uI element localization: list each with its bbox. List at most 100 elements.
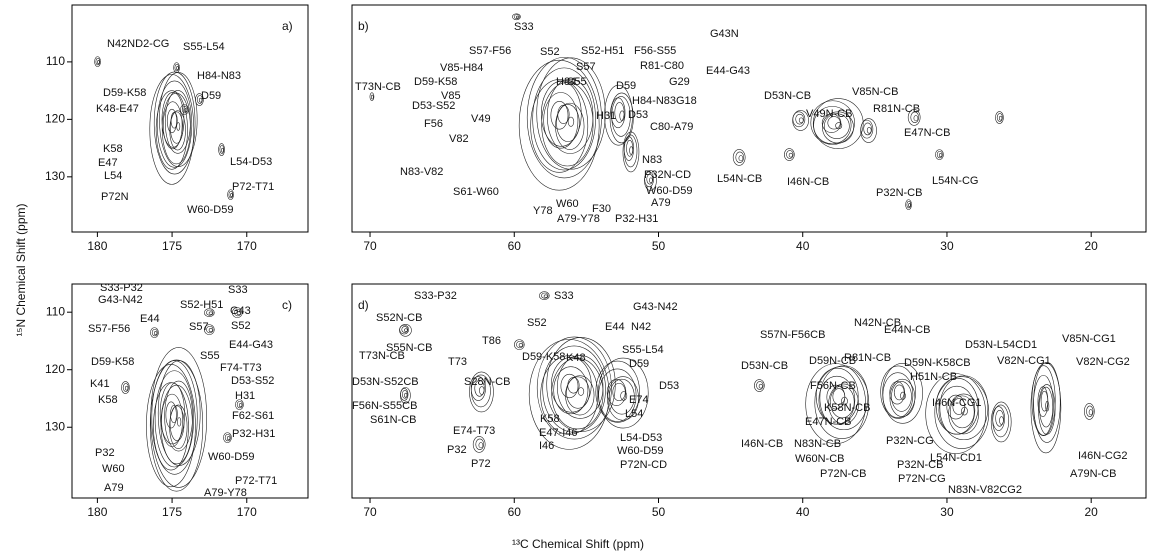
panel-frame bbox=[351, 4, 1147, 233]
peak-label: S57 bbox=[189, 321, 209, 333]
contour bbox=[812, 98, 864, 149]
contour bbox=[513, 14, 520, 20]
peak-label: K58 bbox=[540, 413, 560, 425]
contour bbox=[611, 96, 631, 137]
peak-label: N42ND2-CG bbox=[107, 38, 169, 50]
contour bbox=[553, 366, 589, 415]
peak-label: P32N-CB bbox=[897, 459, 943, 471]
contour bbox=[97, 60, 100, 65]
contour bbox=[551, 357, 604, 430]
panel-label: d) bbox=[358, 298, 369, 312]
contour bbox=[516, 340, 524, 349]
contour bbox=[644, 170, 657, 191]
contour bbox=[826, 384, 846, 410]
peak-label: W60 bbox=[102, 463, 125, 475]
contour bbox=[786, 150, 794, 159]
peak-label: S33 bbox=[514, 21, 534, 33]
peak-label: S57-F56 bbox=[88, 323, 130, 335]
peak-label: S33 bbox=[554, 290, 574, 302]
contour bbox=[151, 328, 158, 337]
peak-label: D59-K58 bbox=[414, 76, 457, 88]
contour bbox=[400, 387, 411, 404]
peak-label: S55N-CB bbox=[386, 342, 432, 354]
panel-label: b) bbox=[358, 19, 369, 33]
peak-label: I46N-CG1 bbox=[932, 397, 982, 409]
contour bbox=[183, 108, 188, 113]
contour bbox=[166, 108, 177, 134]
contour bbox=[122, 383, 129, 392]
peak-label: G18 bbox=[676, 95, 697, 107]
contour bbox=[841, 396, 848, 406]
contour bbox=[532, 67, 596, 171]
peak-label: D53N-CB bbox=[741, 360, 788, 372]
contour bbox=[543, 92, 579, 149]
contour bbox=[121, 381, 130, 394]
contour bbox=[623, 134, 638, 168]
contour bbox=[1088, 409, 1093, 416]
peak-label: D53 bbox=[628, 109, 648, 121]
y-tick-label: 110 bbox=[46, 54, 65, 68]
peak-label: W60N-CB bbox=[795, 453, 845, 465]
x-tick-label: 180 bbox=[87, 239, 107, 253]
contour bbox=[546, 78, 594, 154]
contour bbox=[566, 376, 590, 409]
panel: b) 70 60 50 40 30 20 S33 G43N S52 S52-H51 F56-S55 S5… bbox=[351, 4, 1147, 253]
contour bbox=[153, 71, 196, 175]
peak-label: D53-S52 bbox=[412, 100, 455, 112]
contour bbox=[236, 311, 241, 316]
contour bbox=[784, 148, 795, 161]
contour bbox=[891, 381, 912, 412]
contour bbox=[913, 115, 919, 122]
contour bbox=[475, 438, 485, 450]
peak-label: D53N-L54CD1 bbox=[965, 339, 1037, 351]
x-tick-label: 60 bbox=[508, 505, 522, 519]
contour bbox=[934, 376, 990, 449]
peak-label: L54-D53 bbox=[620, 432, 662, 444]
contour bbox=[939, 375, 989, 441]
contour bbox=[170, 404, 178, 424]
peak-label: H84-N83 bbox=[632, 95, 676, 107]
contour bbox=[550, 101, 569, 130]
contour bbox=[94, 56, 101, 67]
x-tick-label: 20 bbox=[1085, 505, 1099, 519]
peak-label: P32 bbox=[95, 447, 115, 459]
peak-label: S57-F56 bbox=[469, 45, 511, 57]
peak-label: E74 bbox=[629, 394, 649, 406]
peak-label: P72 bbox=[471, 458, 491, 470]
contour bbox=[542, 345, 606, 433]
contour bbox=[990, 401, 1012, 443]
contour bbox=[1086, 405, 1094, 417]
peak-label: D59N-K58CB bbox=[904, 357, 971, 369]
panel-frame bbox=[351, 283, 1147, 499]
peak-label: E47N-CB bbox=[805, 416, 851, 428]
contour bbox=[795, 113, 804, 125]
contour bbox=[1039, 386, 1054, 428]
contour bbox=[541, 292, 549, 299]
contour bbox=[1033, 362, 1061, 443]
panel-label: c) bbox=[282, 298, 292, 312]
peak-label: P72-T71 bbox=[235, 475, 277, 487]
peak-label: S57 bbox=[576, 61, 596, 73]
peak-label: E44 bbox=[140, 313, 160, 325]
contour bbox=[565, 375, 595, 416]
panel: a) 180 175 170 110 120 130 N42ND2-CG S55-L54 H84-… bbox=[45, 4, 309, 253]
contour bbox=[474, 379, 485, 397]
peak-label: F56N-S55CB bbox=[352, 400, 417, 412]
contour bbox=[543, 294, 548, 298]
contour bbox=[860, 118, 877, 143]
contour bbox=[792, 110, 809, 131]
y-tick-label: 110 bbox=[46, 304, 65, 318]
contour bbox=[176, 122, 181, 131]
peak-label: Y78 bbox=[533, 205, 553, 217]
contour bbox=[829, 385, 855, 419]
contour bbox=[626, 139, 634, 157]
contour bbox=[938, 153, 943, 158]
contour bbox=[649, 177, 653, 184]
peak-label: E74-T73 bbox=[453, 425, 495, 437]
peak-label: N42 bbox=[631, 321, 651, 333]
peak-label: E44N-CB bbox=[884, 324, 930, 336]
peak-label: C80-A79 bbox=[650, 121, 693, 133]
contour bbox=[526, 56, 602, 179]
contour bbox=[206, 325, 214, 334]
